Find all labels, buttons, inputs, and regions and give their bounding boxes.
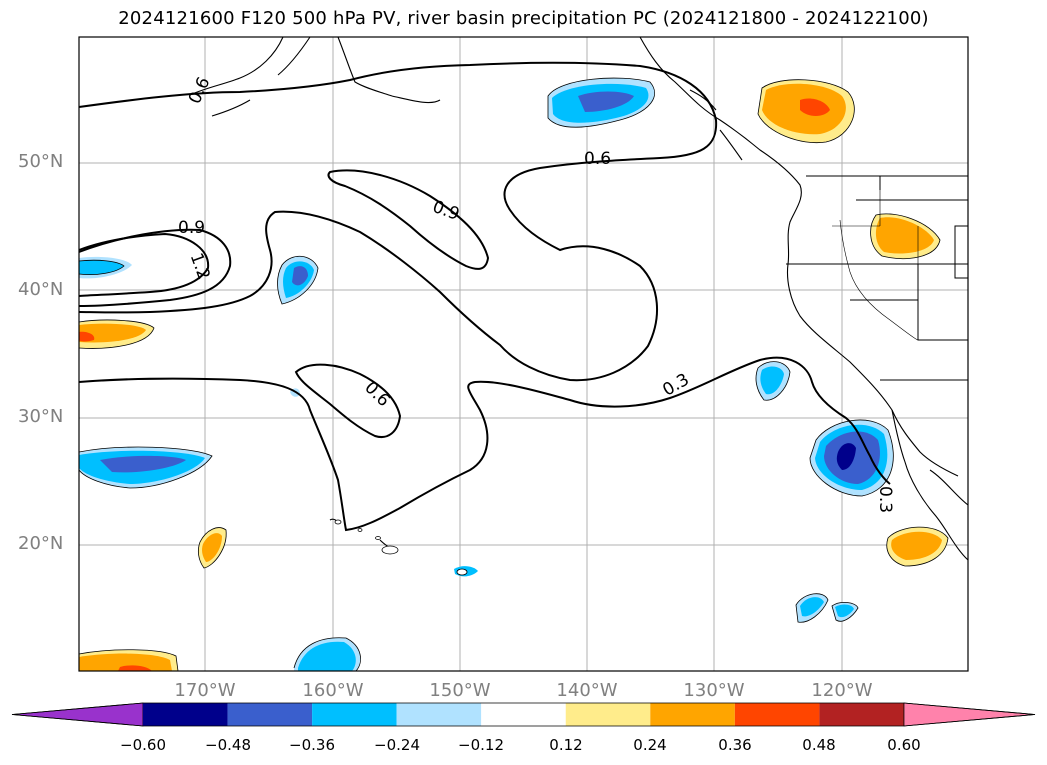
colorbar-tick-label: 0.24 [633, 736, 667, 754]
map-frame [78, 36, 969, 672]
colorbar-outline [11, 702, 1036, 727]
contour-label: 0.6 [185, 74, 215, 107]
colorbar-segment [734, 703, 820, 726]
colorbar-tick-label: −0.24 [374, 736, 420, 754]
contour-label: 0.6 [360, 378, 393, 411]
gridlines [79, 37, 968, 671]
islands [334, 519, 468, 576]
colorbar-segment [312, 703, 397, 726]
lon-tick-label: 130°W [683, 680, 745, 701]
colorbar-tick-label: 0.60 [887, 736, 921, 754]
colorbar-segment [143, 703, 228, 726]
lon-tick-label: 140°W [556, 680, 618, 701]
lat-tick-label: 40°N [18, 279, 64, 300]
colorbar-tick-label: 0.36 [718, 736, 752, 754]
colorbar-tick-label: −0.12 [458, 736, 504, 754]
colorbar [11, 702, 1036, 727]
contour-label: 0.9 [178, 218, 205, 238]
lon-tick-label: 170°W [174, 680, 236, 701]
colorbar-tick-label: −0.36 [289, 736, 335, 754]
precip-shading [79, 78, 948, 671]
colorbar-tick-label: −0.60 [120, 736, 166, 754]
contour-label: 0.3 [659, 370, 692, 401]
contour-label: 0.9 [430, 197, 462, 225]
lat-tick-label: 20°N [18, 533, 64, 554]
map-title: 2024121600 F120 500 hPa PV, river basin … [118, 8, 929, 29]
contour-label: 1.2 [186, 250, 214, 282]
lon-tick-label: 150°W [429, 680, 491, 701]
pv-contours [78, 61, 891, 532]
colorbar-extend-high [903, 702, 1036, 727]
lat-tick-label: 30°N [18, 406, 64, 427]
colorbar-segment [565, 703, 651, 726]
colorbar-segment [481, 703, 566, 726]
country-borders [786, 175, 969, 381]
lon-tick-label: 120°W [811, 680, 873, 701]
state-borders [832, 190, 919, 341]
colorbar-segment [819, 703, 904, 726]
colorbar-tick-label: −0.48 [205, 736, 251, 754]
lat-tick-label: 50°N [18, 151, 64, 172]
contour-label: 0.6 [584, 149, 611, 169]
colorbar-tick-label: 0.12 [549, 736, 583, 754]
contour-label: 0.3 [875, 486, 895, 513]
precip-outlines [78, 77, 949, 672]
lon-tick-label: 160°W [302, 680, 364, 701]
colorbar-extend-low [11, 702, 144, 727]
colorbar-segment [650, 703, 735, 726]
colorbar-segment [227, 703, 313, 726]
colorbar-segment [396, 703, 482, 726]
coastlines [189, 36, 969, 561]
colorbar-tick-label: 0.48 [802, 736, 836, 754]
